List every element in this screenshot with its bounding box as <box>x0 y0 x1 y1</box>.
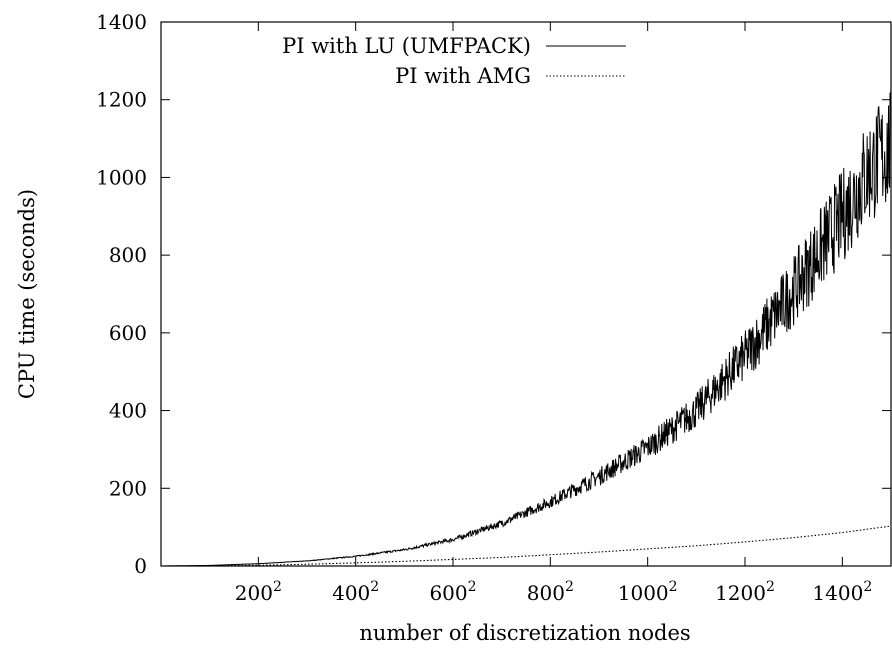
y-tick-label: 400 <box>109 399 147 423</box>
x-tick-label: 4002 <box>332 579 379 605</box>
x-tick-exponent: 2 <box>669 579 678 595</box>
x-tick-label: 6002 <box>429 579 476 605</box>
y-tick-label: 200 <box>109 476 147 500</box>
x-tick-exponent: 2 <box>370 579 379 595</box>
x-tick-base: 200 <box>235 581 273 605</box>
series-line-amg <box>160 525 892 567</box>
x-tick-base: 1000 <box>618 581 669 605</box>
plot-frame <box>160 21 892 567</box>
x-tick-base: 1400 <box>812 581 863 605</box>
x-tick-label: 14002 <box>812 579 872 605</box>
plot-border <box>160 21 892 567</box>
y-axis-title: CPU time (seconds) <box>15 189 39 399</box>
y-axis: 0 200 400 600 800 1000 1200 1400 <box>96 10 891 578</box>
legend-label: PI with LU (UMFPACK) <box>282 34 531 58</box>
y-tick-label: 0 <box>134 554 147 578</box>
x-tick-label: 2002 <box>235 579 282 605</box>
x-tick-label: 8002 <box>527 579 574 605</box>
y-tick-label: 600 <box>109 321 147 345</box>
x-axis-title: number of discretization nodes <box>359 621 690 645</box>
x-tick-label: 12002 <box>715 579 775 605</box>
x-tick-exponent: 2 <box>565 579 574 595</box>
x-tick-exponent: 2 <box>468 579 477 595</box>
x-tick-base: 400 <box>332 581 370 605</box>
x-axis: 2002 4002 6002 8002 10002 12002 14002 <box>235 22 872 605</box>
x-tick-base: 600 <box>429 581 467 605</box>
y-tick-label: 800 <box>109 243 147 267</box>
x-tick-exponent: 2 <box>863 579 872 595</box>
x-tick-base: 1200 <box>715 581 766 605</box>
series-line-lu-umfpack <box>160 88 892 567</box>
x-tick-base: 800 <box>527 581 565 605</box>
y-tick-label: 1400 <box>96 10 147 34</box>
x-tick-label: 10002 <box>618 579 678 605</box>
legend-label: PI with AMG <box>395 64 531 88</box>
y-tick-label: 1000 <box>96 165 147 189</box>
series-layer <box>160 88 892 567</box>
x-tick-exponent: 2 <box>766 579 775 595</box>
legend: PI with LU (UMFPACK) PI with AMG <box>282 34 626 88</box>
x-tick-exponent: 2 <box>273 579 282 595</box>
y-tick-label: 1200 <box>96 88 147 112</box>
